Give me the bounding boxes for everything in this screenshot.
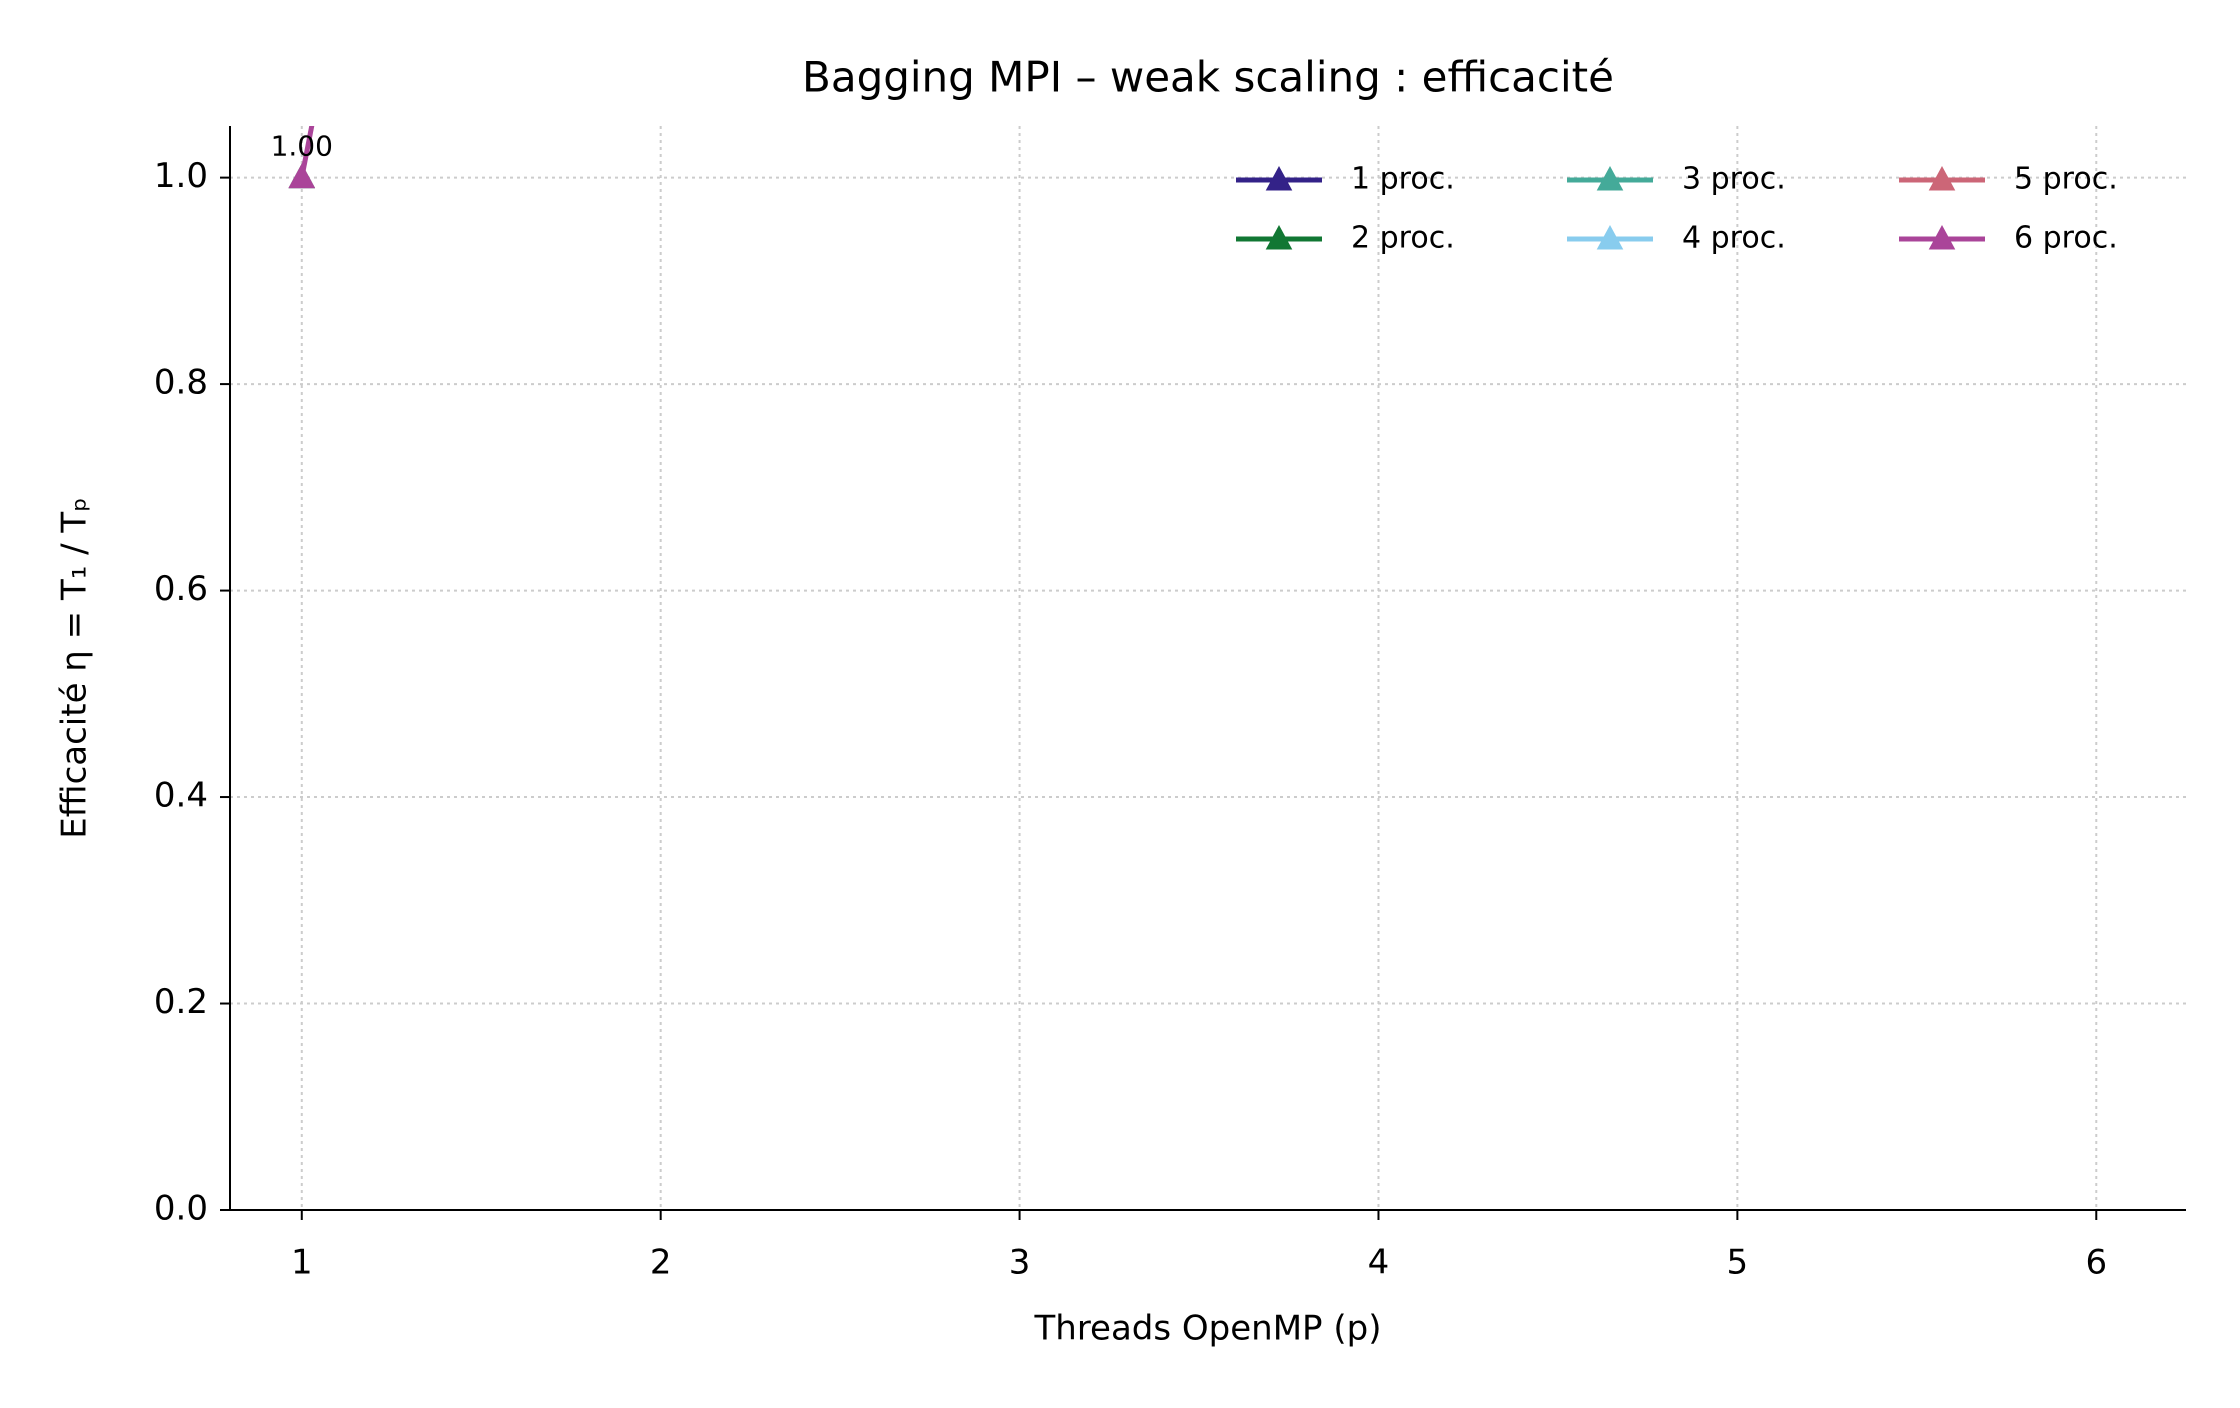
y-tick-label: 0.8 <box>154 363 208 403</box>
legend-label: 1 proc. <box>1351 162 1455 197</box>
y-axis-label: Efficacité η = T₁ / Tₚ <box>55 497 95 839</box>
x-tick-label: 2 <box>650 1243 672 1283</box>
x-axis-label: Threads OpenMP (p) <box>1034 1309 1382 1349</box>
y-tick-label: 0.0 <box>154 1189 208 1229</box>
legend-label: 6 proc. <box>2014 221 2118 256</box>
legend-label: 4 proc. <box>1682 221 1786 256</box>
legend-marker <box>1928 225 1956 250</box>
chart-title: Bagging MPI – weak scaling : efficacité <box>802 53 1614 102</box>
x-tick-label: 3 <box>1009 1243 1031 1283</box>
y-tick-label: 1.0 <box>154 156 208 196</box>
grid <box>230 126 2186 1211</box>
x-tick-label: 1 <box>291 1243 313 1283</box>
legend-marker <box>1596 225 1624 250</box>
plot-area <box>288 126 316 189</box>
legend-label: 5 proc. <box>2014 162 2118 197</box>
value-label: 1.00 <box>271 130 333 163</box>
y-tick-label: 0.2 <box>154 982 208 1022</box>
x-tick-label: 5 <box>1727 1243 1749 1283</box>
legend-marker <box>1596 166 1624 191</box>
legend-label: 3 proc. <box>1682 162 1786 197</box>
legend: 1 proc. 2 proc. 3 proc. 4 proc. 5 proc. 6 pro… <box>1236 162 2118 256</box>
legend-marker <box>1928 166 1956 191</box>
x-tick-label: 6 <box>2085 1243 2107 1283</box>
x-tick-label: 4 <box>1368 1243 1390 1283</box>
series-line <box>299 126 315 179</box>
y-tick-label: 0.4 <box>154 776 208 816</box>
y-tick-label: 0.6 <box>154 569 208 609</box>
legend-marker <box>1265 166 1293 191</box>
legend-marker <box>1265 225 1293 250</box>
legend-label: 2 proc. <box>1351 221 1455 256</box>
marker <box>288 163 316 189</box>
